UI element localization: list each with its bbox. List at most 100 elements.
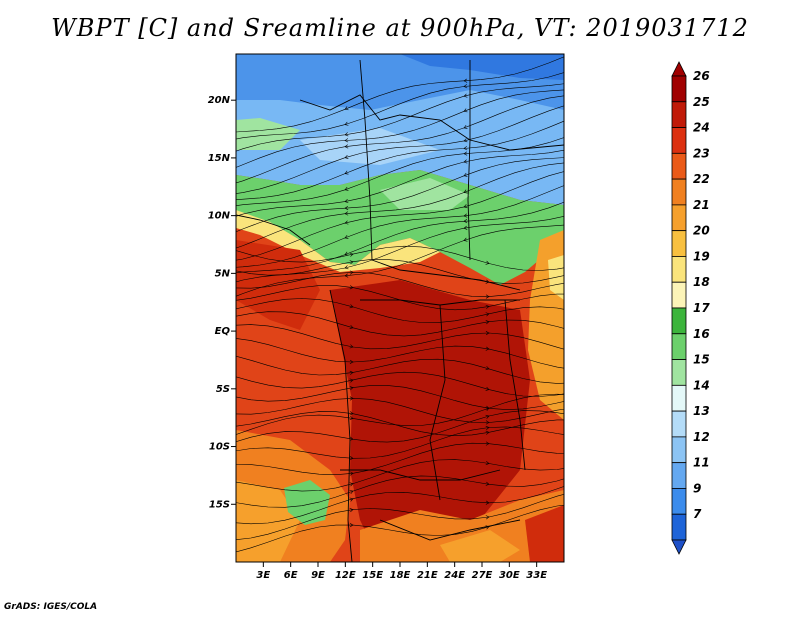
- streamline: [236, 56, 564, 133]
- streamline-arrow: [344, 251, 349, 256]
- streamline-arrow: [463, 151, 468, 156]
- field-southwest-cool: [236, 480, 300, 562]
- border-chad: [359, 59, 373, 261]
- streamline-arrow: [349, 523, 354, 528]
- lon-tick-label: 21E: [417, 570, 438, 581]
- streamline-arrow: [349, 508, 354, 513]
- field-southeast: [525, 505, 564, 562]
- streamline: [236, 486, 564, 525]
- streamline-arrow: [463, 138, 468, 143]
- colorbar-segment: [671, 127, 687, 154]
- streamline-arrow: [349, 490, 354, 494]
- streamline-arrow: [463, 159, 468, 164]
- colorbar-segment: [671, 333, 687, 360]
- streamline: [236, 83, 564, 152]
- streamline: [236, 245, 564, 271]
- streamline-arrow: [485, 407, 490, 411]
- field-transition: [236, 210, 440, 272]
- lat-tick-label: EQ: [215, 326, 231, 337]
- colorbar-label: 21: [693, 198, 710, 212]
- streamline-arrow: [349, 482, 354, 487]
- streamline-arrow: [485, 320, 490, 325]
- streamline: [236, 459, 564, 492]
- lat-tick-label: 10S: [209, 442, 230, 453]
- streamline-arrow: [344, 211, 349, 216]
- streamline-arrow: [485, 430, 490, 435]
- field-cool-patch: [300, 128, 440, 165]
- colorbar-segment: [671, 488, 687, 515]
- streamline: [236, 385, 564, 410]
- colorbar-label: 16: [693, 327, 710, 341]
- colorbar-label: 24: [693, 121, 710, 135]
- streamline-arrow: [349, 471, 354, 476]
- streamline-arrow: [349, 497, 354, 502]
- streamline: [236, 397, 564, 423]
- streamline-arrow: [349, 325, 354, 329]
- colorbar-label: 19: [693, 249, 710, 263]
- streamline-arrow: [344, 273, 349, 278]
- streamline-arrow: [349, 285, 354, 290]
- streamline-arrow: [485, 260, 490, 265]
- streamline: [236, 324, 564, 350]
- streamline: [236, 442, 564, 476]
- lon-tick-label: 6E: [284, 570, 298, 581]
- streamline: [236, 72, 564, 140]
- country-borders: [236, 59, 564, 562]
- streamline-arrow: [463, 124, 468, 129]
- streamline: [236, 105, 564, 194]
- border-car: [371, 259, 521, 291]
- streamline-arrow: [463, 213, 468, 218]
- streamline-arrow: [344, 205, 349, 211]
- field-hot-core: [330, 280, 530, 562]
- streamline-arrow: [344, 265, 349, 270]
- streamlines: [236, 56, 564, 553]
- map-title: WBPT [C] and Sreamline at 900hPa, VT: 20…: [51, 14, 749, 42]
- colorbar-segment: [671, 436, 687, 464]
- streamline: [236, 371, 564, 397]
- colorbar-label: 11: [693, 456, 710, 470]
- border-angola: [340, 469, 501, 481]
- colorbar-segment: [671, 230, 687, 257]
- streamline-arrow: [463, 204, 468, 209]
- streamline-arrow: [344, 220, 349, 225]
- colorbar-label: 13: [693, 404, 710, 418]
- border-lakes: [504, 299, 526, 471]
- longitude-axis: 3E 6E 9E 12E 15E 18E 21E 24E 27E 30E 33E: [256, 562, 547, 581]
- streamline: [236, 411, 564, 437]
- streamline-arrow: [349, 359, 354, 364]
- coastline-gulf: [236, 214, 311, 246]
- border-north: [299, 94, 564, 151]
- streamline: [236, 410, 564, 443]
- streamline: [236, 393, 564, 435]
- border-sudan: [467, 60, 471, 261]
- colorbar-label: 22: [693, 172, 710, 186]
- colorbar-segment: [671, 281, 687, 309]
- lon-tick-label: 3E: [256, 570, 270, 581]
- streamline-arrow: [485, 414, 490, 419]
- colorbar-segment: [671, 152, 687, 180]
- colorbar-label: 23: [693, 146, 710, 160]
- colorbar-label: 20: [693, 224, 710, 238]
- colorbar-label: 9: [693, 481, 701, 495]
- streamline-arrow: [349, 415, 354, 421]
- lon-tick-label: 9E: [311, 570, 325, 581]
- lon-tick-label: 15E: [362, 570, 383, 581]
- streamline-arrow: [349, 386, 354, 391]
- coastline-west: [329, 289, 353, 562]
- streamline-arrow: [463, 84, 468, 89]
- field-south: [360, 490, 564, 562]
- streamline-arrow: [485, 346, 490, 351]
- streamline: [236, 426, 564, 459]
- streamline-arrow: [485, 481, 490, 486]
- streamline-arrow: [349, 252, 354, 257]
- streamline-arrow: [344, 132, 349, 137]
- streamline-arrow: [349, 344, 354, 349]
- lat-tick-label: 20N: [208, 95, 231, 106]
- streamline-arrow: [463, 237, 468, 242]
- streamline: [236, 137, 564, 207]
- streamline: [236, 493, 564, 540]
- streamline: [236, 271, 564, 297]
- field-south-cool: [440, 530, 520, 562]
- wbpt-field: [236, 54, 564, 562]
- streamline: [236, 475, 564, 508]
